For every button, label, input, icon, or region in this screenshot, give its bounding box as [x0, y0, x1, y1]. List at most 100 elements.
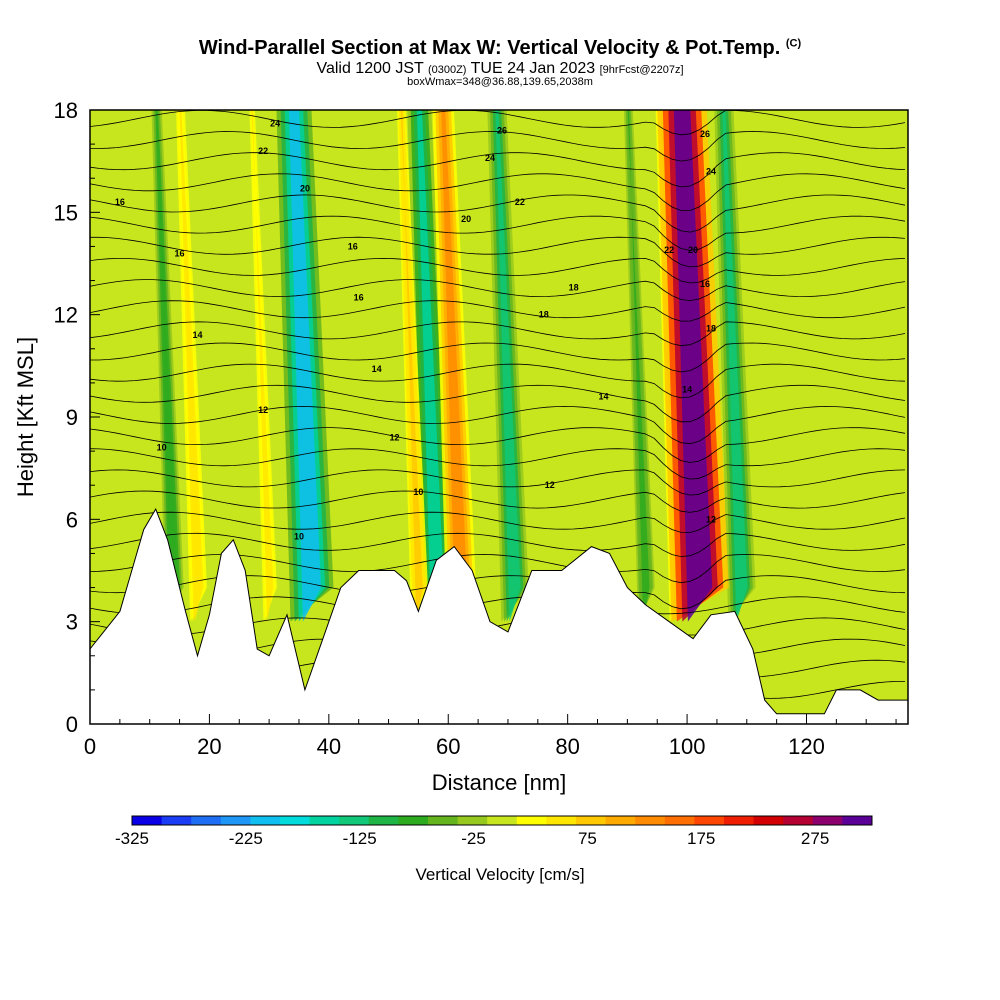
colorbar-tick-label: -225	[229, 829, 263, 848]
theta-label: 14	[372, 364, 382, 374]
svg-text:24: 24	[706, 166, 716, 176]
svg-text:14: 14	[192, 330, 202, 340]
svg-text:12: 12	[258, 405, 268, 415]
svg-text:16: 16	[115, 197, 125, 207]
colorbar-swatch	[132, 816, 163, 825]
svg-text:24: 24	[485, 153, 495, 163]
svg-text:16: 16	[348, 241, 358, 251]
theta-label: 16	[354, 293, 364, 303]
svg-text:22: 22	[515, 197, 525, 207]
theta-contour-line	[90, 131, 906, 162]
x-tick-label: 0	[84, 734, 96, 759]
box-info: boxWmax=348@36.88,139.65,2038m	[407, 76, 593, 88]
colorbar-tick-label: 75	[578, 829, 597, 848]
x-axis-label: Distance [nm]	[432, 770, 567, 795]
colorbar-swatch	[635, 816, 666, 825]
svg-text:16: 16	[700, 279, 710, 289]
colorbar-label: Vertical Velocity [cm/s]	[415, 865, 584, 884]
theta-label: 10	[157, 443, 167, 453]
svg-text:14: 14	[598, 392, 608, 402]
colorbar-tick-label: -25	[461, 829, 486, 848]
theta-label: 18	[539, 310, 549, 320]
svg-text:26: 26	[700, 129, 710, 139]
theta-label: 22	[664, 245, 674, 255]
velocity-band	[416, 110, 444, 622]
svg-text:20: 20	[300, 183, 310, 193]
theta-label: 16	[700, 279, 710, 289]
theta-contour-line	[90, 110, 906, 136]
svg-text:20: 20	[461, 214, 471, 224]
chart-subtitle: Valid 1200 JST (0300Z) TUE 24 Jan 2023 […	[316, 60, 684, 77]
chart-title: Wind-Parallel Section at Max W: Vertical…	[198, 37, 802, 59]
theta-contour-line	[90, 152, 906, 188]
velocity-band	[673, 110, 713, 622]
colorbar-tick-label: -125	[343, 829, 377, 848]
colorbar-tick-labels: -325 -225 -125 -25 75 175 275	[115, 829, 829, 848]
theta-contour-line	[90, 321, 906, 347]
theta-label: 10	[413, 487, 423, 497]
svg-text:10: 10	[157, 443, 167, 453]
svg-text:18: 18	[539, 310, 549, 320]
theta-label: 24	[485, 153, 495, 163]
svg-text:14: 14	[682, 385, 692, 395]
svg-text:16: 16	[354, 293, 364, 303]
x-tick-label: 40	[317, 734, 341, 759]
theta-label: 14	[192, 330, 202, 340]
svg-text:26: 26	[497, 125, 507, 135]
colorbar-swatch	[161, 816, 192, 825]
svg-text:18: 18	[569, 282, 579, 292]
colorbar-swatch	[694, 816, 725, 825]
colorbar-swatch	[576, 816, 607, 825]
theta-contour-line	[90, 173, 906, 211]
colorbar-swatch	[812, 816, 843, 825]
colorbar-swatch	[220, 816, 251, 825]
svg-text:12: 12	[706, 514, 716, 524]
theta-label: 22	[258, 146, 268, 156]
theta-contour-line	[90, 448, 906, 480]
theta-label: 16	[115, 197, 125, 207]
colorbar	[131, 815, 873, 826]
theta-contour-line	[90, 215, 906, 251]
y-tick-label: 0	[66, 712, 78, 737]
x-tick-label: 20	[197, 734, 221, 759]
theta-label: 12	[390, 432, 400, 442]
x-tick-label: 80	[555, 734, 579, 759]
colorbar-swatch	[842, 816, 873, 825]
theta-label: 24	[706, 166, 716, 176]
theta-contour-line	[90, 257, 906, 284]
velocity-band	[400, 110, 423, 622]
velocity-band	[156, 110, 179, 622]
theta-contour-line	[90, 342, 906, 373]
velocity-band	[495, 110, 521, 622]
theta-contour-line	[90, 427, 906, 463]
y-tick-label: 18	[54, 98, 78, 123]
svg-text:14: 14	[372, 364, 382, 374]
velocity-band	[441, 110, 468, 622]
colorbar-swatch	[783, 816, 814, 825]
theta-label: 12	[545, 480, 555, 490]
y-axis-label: Height [Kft MSL]	[13, 337, 38, 497]
svg-text:22: 22	[258, 146, 268, 156]
theta-contour-line	[90, 469, 906, 496]
theta-label: 14	[682, 385, 692, 395]
colorbar-swatch	[398, 816, 429, 825]
svg-text:12: 12	[390, 432, 400, 442]
svg-text:22: 22	[664, 245, 674, 255]
colorbar-swatch	[724, 816, 755, 825]
theta-label: 16	[175, 248, 185, 258]
svg-text:16: 16	[175, 248, 185, 258]
velocity-band	[722, 110, 748, 622]
theta-label: 20	[300, 183, 310, 193]
y-tick-label: 6	[66, 507, 78, 532]
theta-label: 16	[348, 241, 358, 251]
theta-contour-line	[90, 236, 906, 268]
theta-label: 20	[461, 214, 471, 224]
colorbar-swatch	[250, 816, 281, 825]
theta-contour-line	[90, 363, 906, 399]
y-tick-label: 3	[66, 610, 78, 635]
theta-contour-line	[90, 511, 906, 533]
svg-text:10: 10	[294, 531, 304, 541]
terrain-mask	[90, 507, 908, 724]
velocity-band	[179, 110, 202, 622]
